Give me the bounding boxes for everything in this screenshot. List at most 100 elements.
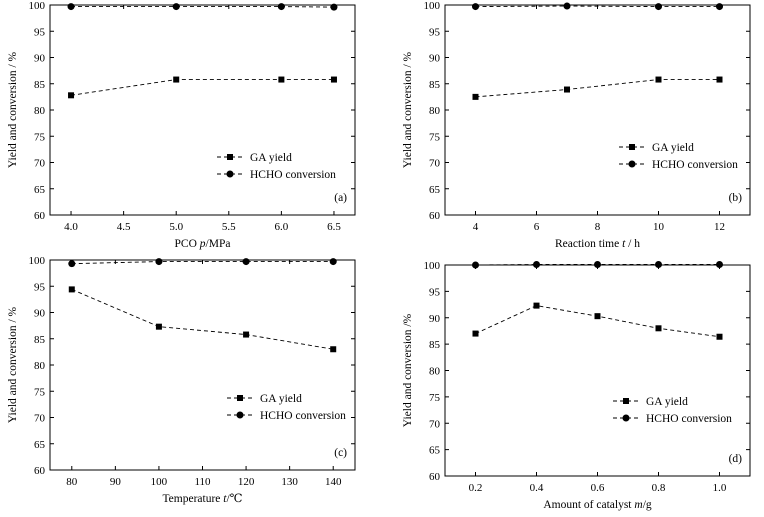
y-tick-label: 70: [34, 158, 46, 170]
legend-marker-square: [629, 144, 635, 150]
legend: GA yield HCHO conversion: [613, 396, 732, 425]
data-point-square: [716, 76, 723, 83]
y-tick-label: 100: [424, 260, 441, 272]
x-axis-title: Reaction time t / h: [555, 238, 640, 250]
y-axis-title: Yield and conversion / %: [7, 51, 19, 168]
legend-entry: GA yield: [646, 396, 688, 408]
data-point-square: [330, 346, 337, 353]
y-tick-label: 90: [429, 53, 441, 65]
data-point-square: [155, 323, 162, 330]
x-axis-title: Temperature t/℃: [162, 493, 242, 505]
series-ga-yield: [472, 76, 723, 100]
data-point-square: [472, 330, 479, 337]
x-tick-label: 0.4: [530, 482, 544, 494]
panel-label: (c): [334, 447, 347, 459]
series-hcho-conversion: [67, 3, 338, 11]
y-tick-label: 60: [34, 210, 46, 222]
y-axis-title: Yield and conversion /%: [402, 313, 414, 427]
y-tick-label: 95: [34, 26, 46, 38]
y-axis-title: Yield and conversion / %: [402, 51, 414, 168]
x-tick-label: 4.5: [117, 221, 131, 233]
y-tick-label: 60: [429, 471, 441, 483]
series-line: [475, 79, 720, 98]
y-tick-label: 100: [29, 0, 46, 12]
legend-marker-circle: [226, 170, 234, 178]
data-point-circle: [172, 3, 180, 11]
series-line: [475, 5, 720, 8]
plot-frame: [444, 4, 751, 216]
data-point-square: [564, 86, 570, 93]
plot-frame: [49, 4, 356, 216]
x-tick-label: 5.5: [222, 221, 236, 233]
series-ga-yield: [68, 286, 337, 353]
x-tick-label: 120: [238, 476, 255, 488]
series-ga-yield: [472, 302, 723, 340]
x-axis-title: PCO p/MPa: [175, 238, 231, 250]
x-tick-label: 90: [110, 476, 122, 488]
legend: GA yield HCHO conversion: [227, 393, 346, 422]
plot-frame: [49, 259, 356, 471]
x-tick-label: 6.5: [327, 221, 341, 233]
y-tick-label: 85: [34, 79, 46, 91]
data-point-circle: [655, 260, 662, 268]
data-point-circle: [155, 258, 163, 266]
series-ga-yield: [68, 76, 337, 99]
chart-panel-3: 60 65 70 75 80 85 90 95 100 80 90 100 110 120 130 140 Te…: [7, 255, 356, 505]
x-tick-label: 100: [151, 476, 168, 488]
y-tick-label: 85: [429, 79, 441, 91]
y-tick-label: 65: [429, 184, 441, 196]
data-point-circle: [533, 260, 540, 268]
series-line: [475, 305, 720, 338]
y-tick-label: 100: [29, 255, 46, 267]
x-tick-label: 5.0: [169, 221, 183, 233]
data-point-square: [330, 76, 337, 83]
legend-entry: GA yield: [260, 393, 302, 405]
series-hcho-conversion: [472, 2, 723, 11]
data-point-circle: [330, 3, 338, 11]
y-tick-label: 80: [34, 105, 46, 117]
x-tick-label: 10: [653, 221, 665, 233]
legend-entry: GA yield: [652, 142, 694, 154]
legend: GA yield HCHO conversion: [217, 152, 336, 181]
y-tick-label: 95: [429, 26, 441, 38]
y-tick-label: 75: [429, 392, 441, 404]
series-line: [71, 261, 334, 265]
data-point-circle: [472, 3, 479, 11]
x-tick-label: 140: [325, 476, 342, 488]
x-tick-label: 80: [66, 476, 78, 488]
y-axis-title: Yield and conversion / %: [7, 306, 19, 423]
data-point-square: [655, 325, 662, 332]
data-point-circle: [716, 260, 723, 268]
y-tick-label: 90: [34, 308, 46, 320]
series-line: [71, 288, 334, 350]
data-point-circle: [716, 3, 723, 11]
x-tick-label: 6.0: [275, 221, 289, 233]
y-tick-label: 80: [34, 360, 46, 372]
y-tick-label: 70: [429, 418, 441, 430]
y-tick-label: 75: [34, 386, 46, 398]
y-tick-label: 70: [34, 413, 46, 425]
y-tick-label: 85: [34, 334, 46, 346]
x-tick-label: 6: [534, 221, 540, 233]
panel-label: (a): [334, 192, 347, 204]
chart-panel-2: 60 65 70 75 80 85 90 95 100 4 6 8 10 12 Reaction time …: [402, 0, 751, 250]
chart-panel-4: 60 65 70 75 80 85 90 95 100 0.2 0.4 0.6 0.8 1.0 Amount…: [402, 260, 751, 511]
x-tick-label: 130: [281, 476, 298, 488]
data-point-circle: [67, 3, 75, 11]
series-line: [71, 6, 334, 8]
x-tick-label: 0.2: [469, 482, 483, 494]
panel-label: (b): [729, 192, 743, 204]
y-tick-label: 95: [34, 281, 46, 293]
data-point-square: [173, 76, 180, 83]
y-tick-label: 75: [34, 131, 46, 143]
data-point-square: [533, 302, 540, 309]
legend-entry: HCHO conversion: [250, 169, 336, 181]
x-tick-label: 1.0: [713, 482, 727, 494]
y-tick-label: 60: [429, 210, 441, 222]
y-tick-label: 95: [429, 286, 441, 298]
data-point-square: [716, 333, 723, 340]
x-tick-label: 12: [714, 221, 725, 233]
y-tick-label: 70: [429, 158, 441, 170]
chart-panel-1: 60 65 70 75 80 85 90 95 100 4.0 4.5 5.0 5.5 6.0 6.5 PCO…: [7, 0, 356, 250]
x-tick-label: 4: [473, 221, 479, 233]
